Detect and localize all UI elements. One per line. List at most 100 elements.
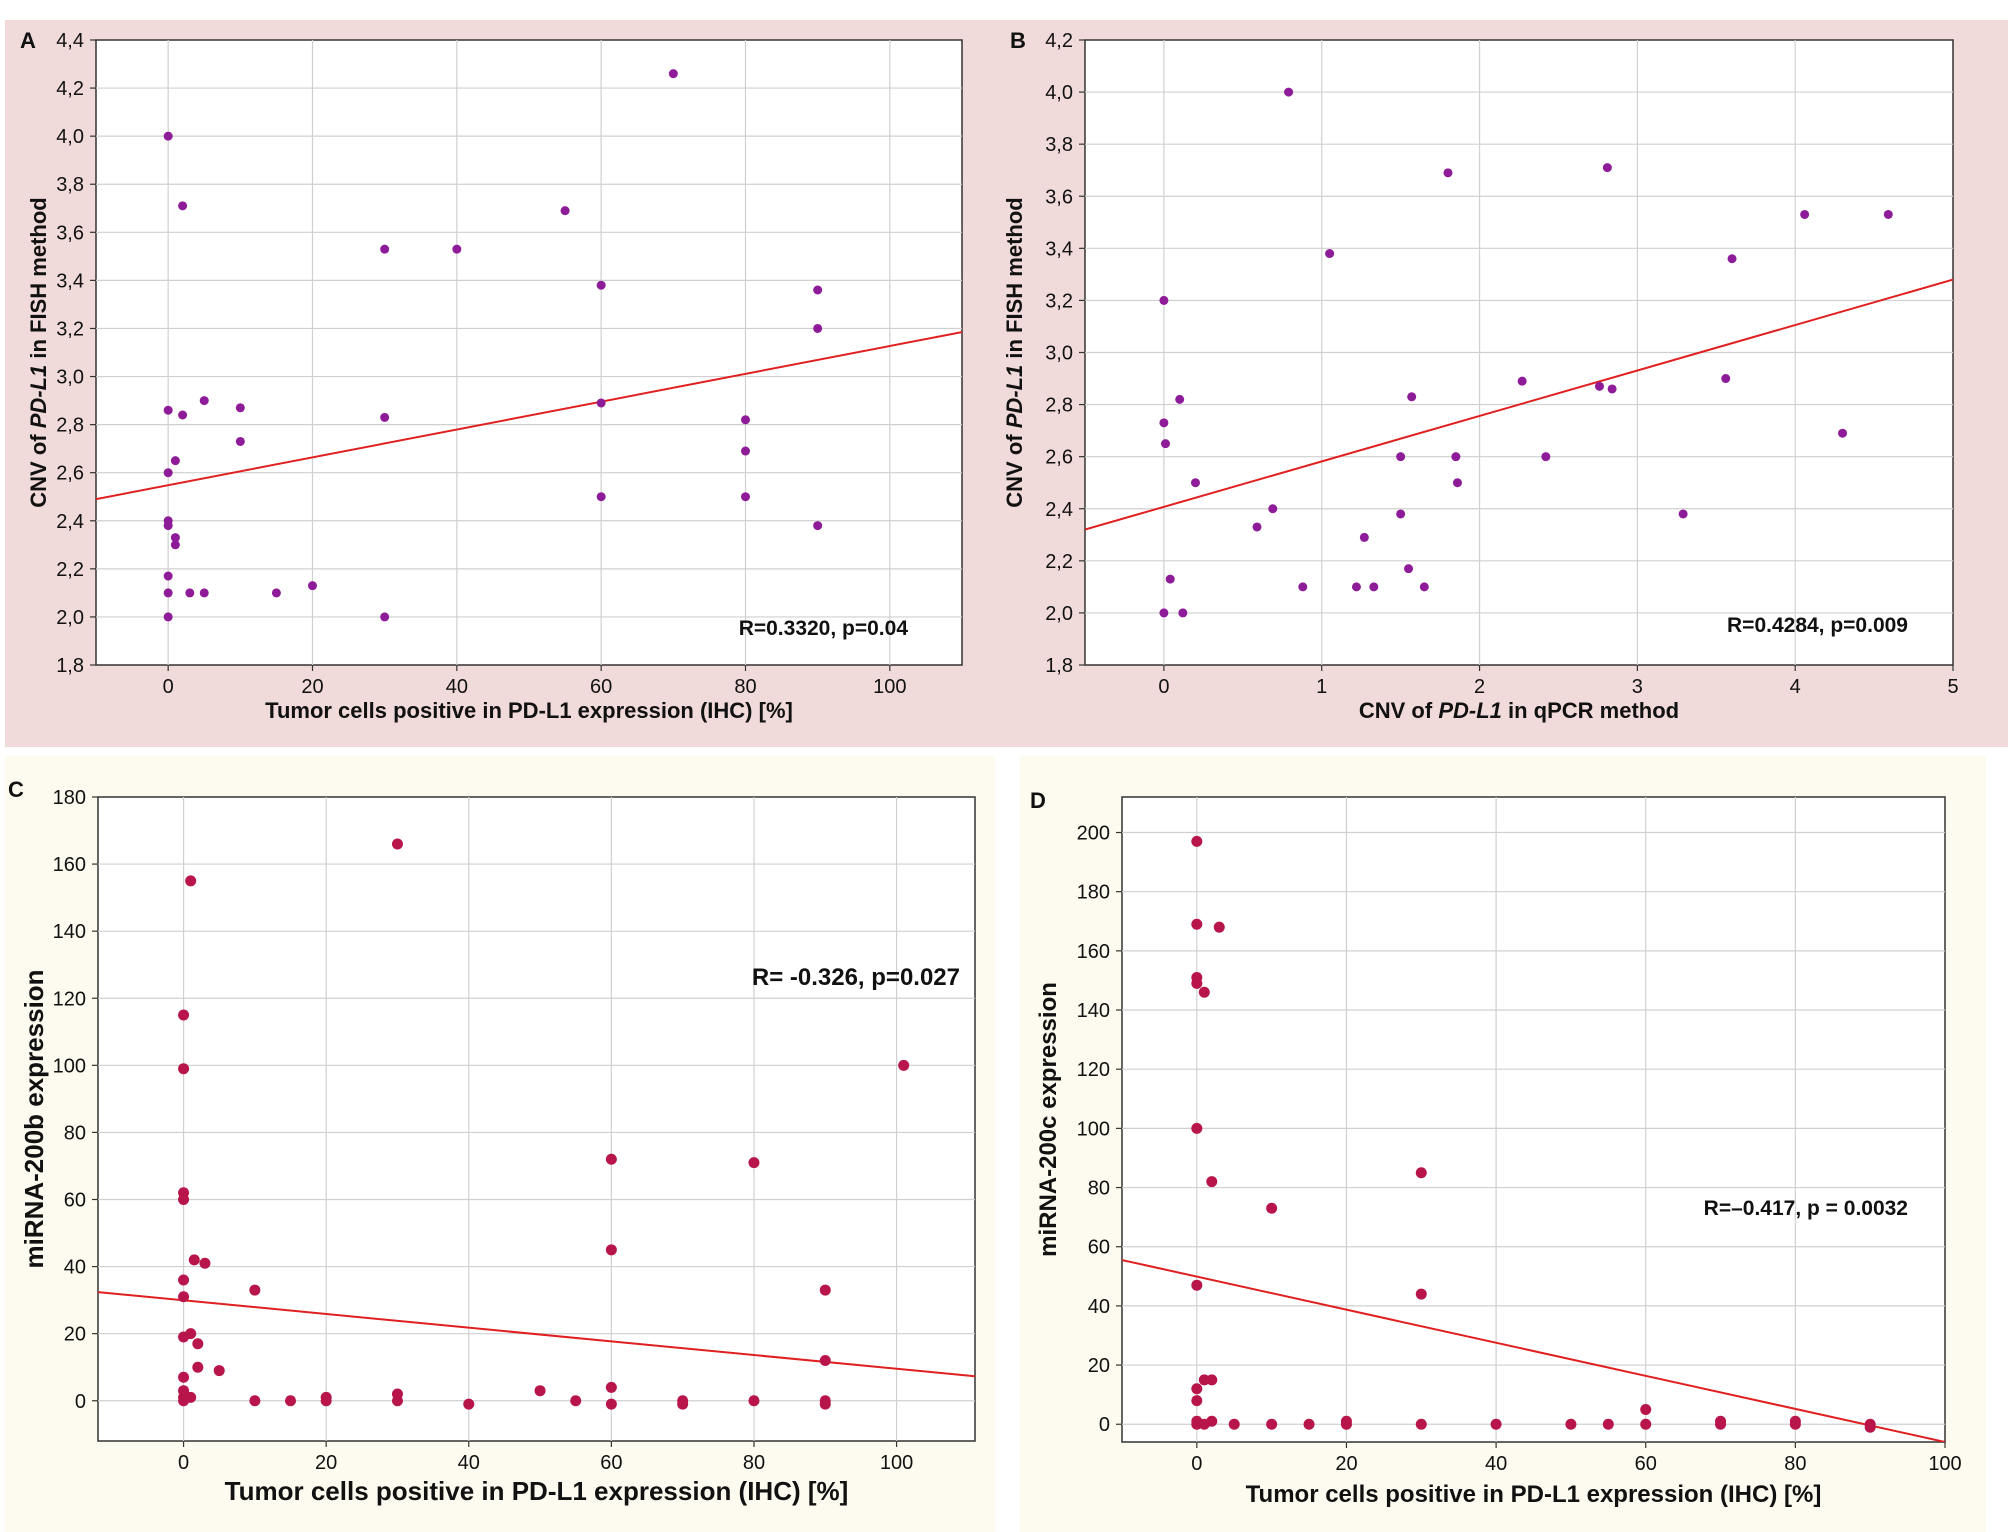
y-tick-label: 2,4 xyxy=(1045,499,1073,521)
correlation-annotation: R=0.4284, p=0.009 xyxy=(1727,614,1908,637)
y-tick-label: 60 xyxy=(1088,1237,1110,1259)
x-tick-label: 4 xyxy=(1790,676,1801,698)
data-point xyxy=(1191,977,1203,989)
data-point xyxy=(1490,1418,1502,1430)
data-point xyxy=(605,1398,617,1410)
data-point xyxy=(1206,1415,1218,1427)
data-point xyxy=(1800,209,1810,219)
y-tick-label: 1,8 xyxy=(1045,655,1073,677)
data-point xyxy=(741,415,750,425)
chart-panel-c: 0 20 40 60 80 100 0 20 40 60 80 100 120 140 160 180 R= -… xyxy=(5,756,995,1532)
y-axis-title: miRNA-200b expression xyxy=(19,969,49,1268)
data-point xyxy=(178,1274,190,1286)
data-point xyxy=(1517,376,1527,386)
x-tick-label: 40 xyxy=(458,1452,480,1474)
y-tick-label: 60 xyxy=(64,1190,86,1212)
data-point xyxy=(1159,295,1169,305)
data-point xyxy=(235,403,245,413)
x-tick-label: 80 xyxy=(743,1452,765,1474)
y-tick-label: 4,4 xyxy=(56,30,84,52)
y-tick-label: 0 xyxy=(1099,1414,1110,1436)
data-point xyxy=(1298,582,1308,592)
x-tick-label: 40 xyxy=(1485,1453,1507,1475)
data-point xyxy=(308,581,317,591)
data-point xyxy=(199,588,209,598)
label-part: PD-L1 xyxy=(1002,365,1027,429)
data-point xyxy=(1415,1167,1427,1179)
y-tick-label: 180 xyxy=(53,787,86,809)
x-tick-label: 0 xyxy=(1191,1453,1202,1475)
data-point xyxy=(1206,1176,1218,1188)
y-tick-label: 4,2 xyxy=(1045,30,1073,52)
data-point xyxy=(1191,835,1203,847)
label-part: CNV of xyxy=(1002,428,1027,507)
data-point xyxy=(596,280,606,290)
data-point xyxy=(199,396,209,406)
data-point xyxy=(1159,418,1169,428)
label-part: CNV of xyxy=(26,428,51,507)
data-point xyxy=(170,456,180,466)
y-tick-label: 100 xyxy=(1077,1118,1110,1140)
data-point xyxy=(199,1257,211,1269)
data-point xyxy=(1419,582,1429,592)
y-tick-label: 160 xyxy=(53,854,86,876)
data-point xyxy=(1175,394,1185,404)
x-axis-title: CNV of PD-L1 in qPCR method xyxy=(1359,698,1679,723)
y-tick-label: 3,0 xyxy=(1045,343,1073,365)
data-point xyxy=(741,492,750,502)
y-tick-label: 160 xyxy=(1077,941,1110,963)
plot-area xyxy=(95,39,963,666)
data-point xyxy=(1369,582,1379,592)
data-point xyxy=(178,201,188,211)
data-point xyxy=(1252,522,1262,532)
y-tick-label: 2,2 xyxy=(56,559,84,581)
data-point xyxy=(178,1371,190,1383)
x-tick-label: 40 xyxy=(446,676,468,698)
data-point xyxy=(178,1194,190,1205)
y-tick-label: 200 xyxy=(1077,823,1110,845)
data-point xyxy=(185,1391,197,1403)
y-tick-label: 3,4 xyxy=(56,270,84,292)
regression-line xyxy=(1122,1259,1945,1442)
label-part: in qPCR method xyxy=(1502,698,1679,723)
data-point xyxy=(380,412,390,422)
data-point xyxy=(748,1157,760,1169)
label-part: Tumor cells positive in PD-L1 expression… xyxy=(1246,1481,1822,1508)
data-point xyxy=(1640,1418,1652,1430)
data-point xyxy=(813,521,823,531)
y-tick-label: 100 xyxy=(53,1055,86,1077)
data-point xyxy=(285,1395,297,1407)
data-point xyxy=(1228,1418,1240,1430)
data-point xyxy=(163,571,173,581)
data-point xyxy=(163,405,173,415)
label-part: CNV of xyxy=(1359,698,1438,723)
data-point xyxy=(1715,1418,1727,1430)
data-point xyxy=(677,1398,689,1410)
data-point xyxy=(898,1059,910,1071)
y-tick-label: 3,6 xyxy=(1045,186,1073,208)
data-point xyxy=(178,410,188,420)
y-tick-label: 3,6 xyxy=(56,222,84,244)
x-tick-label: 100 xyxy=(1928,1453,1961,1475)
data-point xyxy=(1451,452,1461,462)
data-point xyxy=(1191,1383,1203,1395)
y-tick-label: 2,8 xyxy=(56,415,84,437)
data-point xyxy=(668,69,678,79)
regression-line xyxy=(1085,278,1953,531)
data-point xyxy=(813,285,823,295)
y-tick-label: 40 xyxy=(64,1257,86,1279)
y-tick-label: 20 xyxy=(1088,1355,1110,1377)
data-point xyxy=(1340,1418,1352,1430)
y-tick-label: 1,8 xyxy=(56,655,84,677)
data-point xyxy=(1883,209,1893,219)
data-point xyxy=(1594,381,1604,391)
y-tick-label: 140 xyxy=(53,921,86,943)
data-point xyxy=(1165,574,1175,584)
data-point xyxy=(560,206,570,216)
label-part: PD-L1 xyxy=(1438,698,1502,723)
data-point xyxy=(1191,1122,1203,1134)
data-point xyxy=(170,540,180,550)
y-tick-label: 2,6 xyxy=(56,463,84,485)
label-part: miRNA-200c expression xyxy=(1035,982,1062,1257)
